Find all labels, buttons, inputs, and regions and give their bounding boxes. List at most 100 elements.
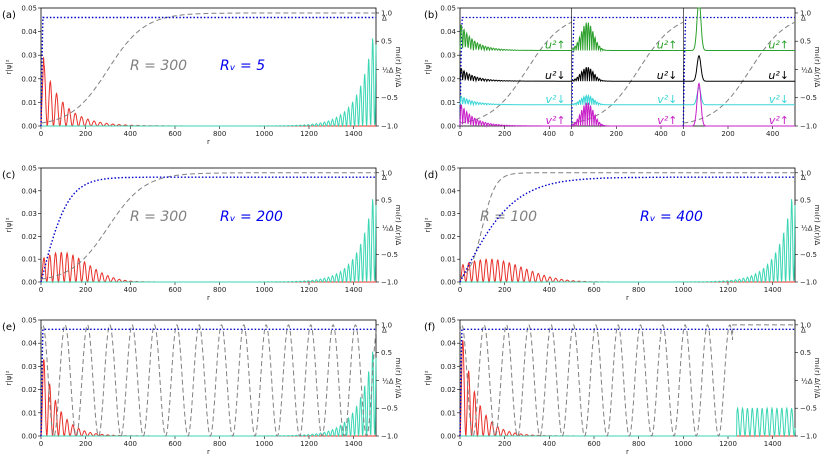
component-label: u²↑ — [657, 38, 678, 51]
annotation-Rv-a: Rᵥ = 5 — [220, 58, 265, 74]
y-tick-label: 0.00 — [21, 433, 37, 441]
panel-label-c: (c) — [2, 170, 15, 181]
series-u-up — [459, 24, 572, 53]
y-tick-label: 0.02 — [440, 386, 456, 394]
series-v-up — [571, 102, 684, 128]
y-axis-label: r|ψ|² — [5, 217, 13, 232]
right-delta-label: Δ — [382, 174, 387, 182]
y-tick-label: 0.04 — [21, 28, 37, 36]
right-axis-label: m₀(r) Δ(r)/Δ — [813, 47, 821, 88]
x-axis-label: r — [626, 294, 629, 302]
right-tick-label: 0.5 — [381, 38, 392, 46]
right-tick-label: 0.5 — [800, 197, 811, 205]
right-tick-label: −1.0 — [800, 123, 817, 131]
right-tick-label: −1.0 — [800, 279, 817, 287]
series-delta — [571, 16, 684, 127]
right-half-delta-label: ½Δ — [382, 377, 394, 385]
series-m0-r- — [40, 324, 377, 437]
panel-a: 0 200 400 600 800 1000 1200 1400 r 0.00 0.01 0.02 0.… — [5, 5, 402, 147]
x-tick-label: 200 — [79, 130, 92, 138]
annotation-R-d: R = 100 — [480, 209, 537, 225]
panel-label-b: (b) — [424, 10, 438, 21]
series-m0-r- — [40, 172, 376, 280]
component-label: v²↓ — [546, 93, 566, 106]
component-label: v²↑ — [769, 114, 789, 127]
right-half-delta-label: ½Δ — [801, 377, 813, 385]
series-left-state — [459, 340, 795, 438]
y-tick-label: 0.03 — [440, 363, 456, 371]
y-tick-label: 0.01 — [440, 409, 456, 417]
axes-frame — [459, 319, 796, 437]
x-tick-label: 1400 — [345, 130, 363, 138]
y-tick-label: 0.00 — [440, 123, 456, 131]
x-tick-label: 400 — [543, 440, 556, 448]
x-tick-label: 600 — [168, 440, 181, 448]
series-delta — [459, 16, 572, 127]
right-tick-label: 0.5 — [381, 349, 392, 357]
right-axis-label: m₀(r) Δ(r)/Δ — [394, 358, 402, 399]
y-tick-label: 0.03 — [440, 210, 456, 218]
annotation-Rv-c: Rᵥ = 200 — [220, 209, 283, 225]
y-tick-label: 0.02 — [440, 75, 456, 83]
x-tick-label: 0 — [681, 130, 685, 138]
x-axis-label: r — [207, 138, 210, 146]
panel-label-d: (d) — [424, 170, 438, 181]
series-delta — [682, 16, 795, 127]
right-delta-label: Δ — [382, 326, 387, 334]
panel-label-e: (e) — [2, 322, 16, 333]
right-tick-label: −1.0 — [381, 433, 398, 441]
axes-frame — [40, 167, 377, 283]
x-tick-label: 400 — [543, 286, 556, 294]
y-tick-label: 0.02 — [21, 233, 37, 241]
axes-frame — [40, 7, 377, 127]
component-label: v²↑ — [546, 114, 566, 127]
right-half-delta-label: ½Δ — [382, 224, 394, 232]
series-v-up — [459, 104, 572, 128]
series-u-up — [571, 22, 684, 53]
right-tick-label: −0.5 — [381, 251, 398, 259]
y-tick-label: 0.01 — [440, 256, 456, 264]
right-delta-label: Δ — [801, 14, 806, 22]
x-tick-label: 600 — [168, 130, 181, 138]
panel-b: 0.00 0.01 0.02 0.03 0.04 0.05 r|ψ|² −1.0 −0.5 0.5… — [424, 5, 821, 139]
x-tick-label: 1400 — [764, 286, 782, 294]
y-tick-label: 0.05 — [21, 317, 37, 325]
y-axis-label: r|ψ|² — [424, 370, 432, 385]
right-tick-label: 0.5 — [800, 38, 811, 46]
x-tick-label: 0 — [458, 130, 462, 138]
x-tick-label: 1000 — [255, 286, 273, 294]
y-tick-label: 0.00 — [21, 123, 37, 131]
panel-label-a: (a) — [2, 10, 16, 21]
x-tick-label: 400 — [543, 130, 556, 138]
x-tick-label: 1200 — [719, 440, 737, 448]
right-tick-label: −0.5 — [800, 251, 817, 259]
x-tick-label: 200 — [79, 440, 92, 448]
annotation-R-a: R = 300 — [130, 58, 187, 74]
right-axis-label: m₀(r) Δ(r)/Δ — [394, 205, 402, 246]
series-delta-r- — [40, 328, 376, 437]
x-tick-label: 1200 — [300, 130, 318, 138]
right-axis-label: m₀(r) Δ(r)/Δ — [813, 205, 821, 246]
y-tick-label: 0.03 — [21, 363, 37, 371]
axes-frame — [40, 319, 377, 437]
y-tick-label: 0.03 — [21, 52, 37, 60]
y-axis-label: r|ψ|² — [5, 59, 13, 74]
x-tick-label: 200 — [610, 130, 623, 138]
x-tick-label: 0 — [39, 130, 43, 138]
series-m0-r- — [459, 324, 795, 437]
y-tick-label: 0.03 — [21, 210, 37, 218]
y-tick-label: 0.05 — [440, 165, 456, 173]
x-tick-label: 1000 — [255, 440, 273, 448]
series-left-state — [459, 258, 795, 284]
right-tick-label: −1.0 — [800, 433, 817, 441]
x-tick-label: 400 — [766, 130, 779, 138]
x-tick-label: 0 — [39, 286, 43, 294]
y-tick-label: 0.04 — [440, 187, 456, 195]
component-label: u²↓ — [545, 69, 566, 82]
right-tick-label: −0.5 — [381, 405, 398, 413]
y-tick-label: 0.05 — [440, 317, 456, 325]
x-axis-label: r — [207, 448, 210, 456]
right-tick-label: −1.0 — [381, 123, 398, 131]
series-u-down — [571, 67, 684, 83]
right-tick-label: −0.5 — [381, 94, 398, 102]
